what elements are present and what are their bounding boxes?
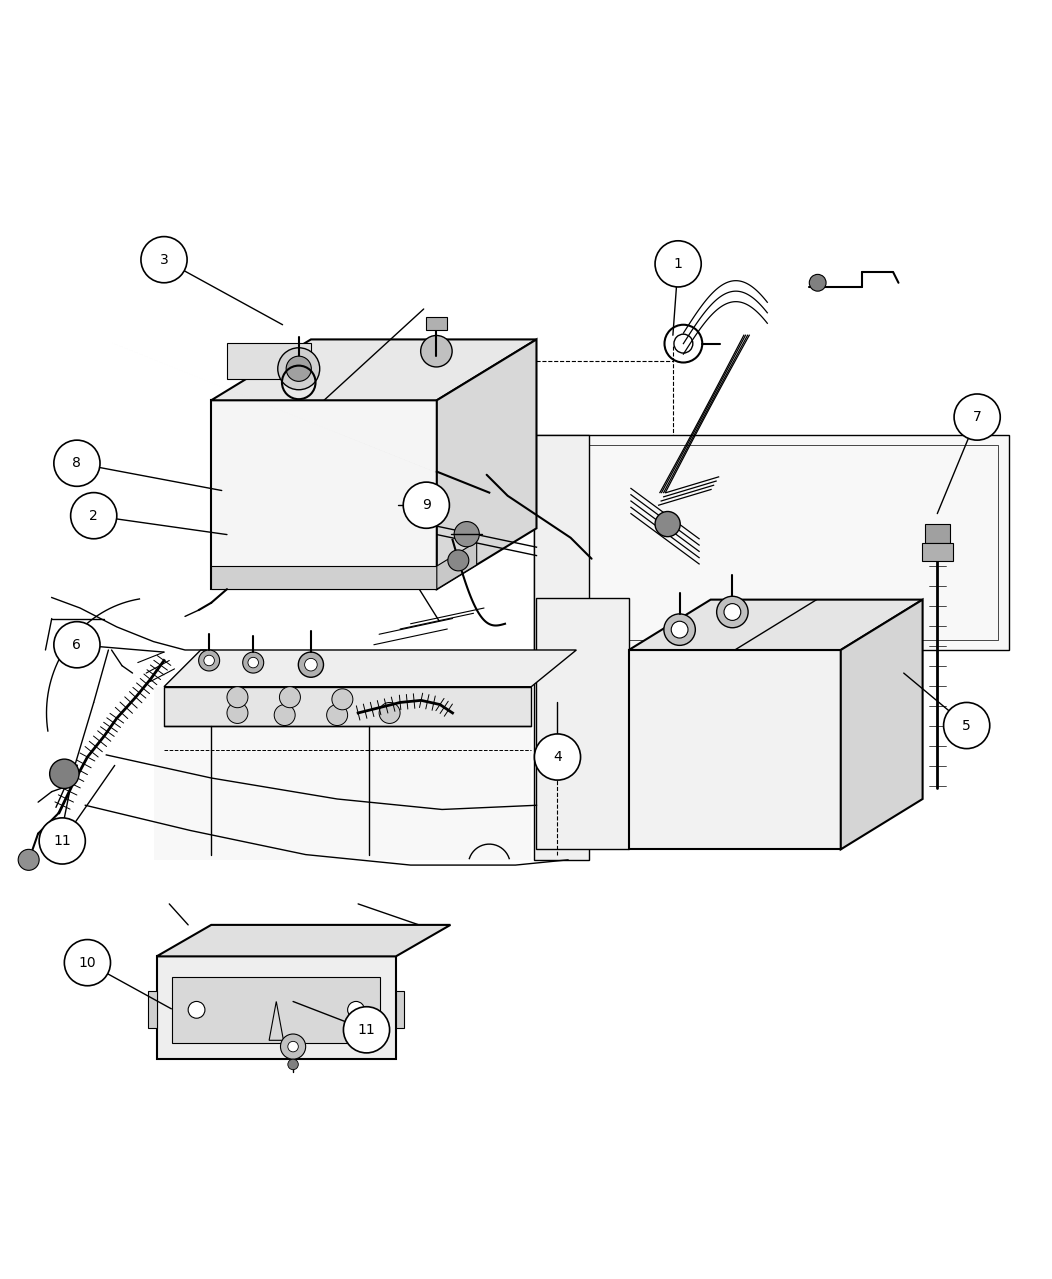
- Circle shape: [288, 1041, 299, 1051]
- Polygon shape: [629, 600, 923, 650]
- Circle shape: [327, 705, 347, 725]
- Text: 5: 5: [963, 719, 971, 733]
- Text: 4: 4: [553, 749, 562, 764]
- Circle shape: [724, 604, 741, 620]
- Text: 9: 9: [422, 499, 430, 512]
- Circle shape: [199, 650, 220, 671]
- Polygon shape: [841, 600, 923, 849]
- Polygon shape: [157, 925, 450, 957]
- Polygon shape: [925, 524, 950, 544]
- Text: 6: 6: [73, 638, 81, 652]
- Circle shape: [448, 550, 469, 570]
- Text: 7: 7: [973, 411, 982, 425]
- Circle shape: [64, 940, 110, 986]
- Circle shape: [39, 817, 85, 865]
- Circle shape: [534, 734, 581, 780]
- Circle shape: [49, 760, 79, 788]
- Polygon shape: [148, 991, 157, 1028]
- Circle shape: [403, 482, 449, 528]
- Circle shape: [944, 702, 990, 748]
- Circle shape: [204, 655, 215, 666]
- Circle shape: [280, 687, 301, 707]
- Circle shape: [278, 348, 320, 390]
- Polygon shape: [164, 687, 531, 725]
- Polygon shape: [396, 991, 404, 1028]
- Polygon shape: [534, 435, 589, 859]
- Circle shape: [954, 394, 1000, 440]
- Circle shape: [421, 335, 452, 367]
- Circle shape: [141, 237, 187, 283]
- Text: 10: 10: [79, 955, 96, 969]
- Text: 11: 11: [54, 834, 72, 848]
- Circle shape: [18, 849, 39, 870]
- Circle shape: [70, 492, 117, 538]
- Polygon shape: [426, 317, 447, 330]
- Text: 3: 3: [160, 253, 168, 267]
- Circle shape: [286, 356, 311, 381]
- Text: 1: 1: [673, 257, 683, 271]
- Circle shape: [188, 1001, 205, 1018]
- Circle shape: [347, 1001, 364, 1018]
- Circle shape: [227, 702, 248, 724]
- Circle shape: [281, 1033, 306, 1059]
- Circle shape: [331, 689, 352, 710]
- Polygon shape: [173, 977, 380, 1044]
- Circle shape: [54, 622, 100, 668]
- Polygon shape: [211, 567, 437, 590]
- Circle shape: [305, 659, 318, 671]
- Polygon shape: [211, 339, 537, 400]
- Polygon shape: [157, 957, 396, 1059]
- Circle shape: [809, 275, 826, 292]
- Text: 8: 8: [73, 457, 81, 471]
- Circle shape: [299, 652, 324, 678]
- Text: 2: 2: [89, 509, 98, 523]
- Polygon shape: [164, 650, 576, 687]
- Circle shape: [288, 1059, 299, 1069]
- Circle shape: [343, 1007, 389, 1053]
- Circle shape: [454, 522, 480, 546]
- Circle shape: [716, 596, 748, 628]
- Polygon shape: [534, 435, 1009, 650]
- Polygon shape: [154, 687, 531, 859]
- Circle shape: [248, 657, 259, 668]
- Circle shape: [243, 652, 264, 673]
- Polygon shape: [537, 597, 629, 849]
- Polygon shape: [437, 339, 537, 590]
- Circle shape: [379, 702, 400, 724]
- Circle shape: [655, 512, 681, 537]
- Circle shape: [671, 622, 688, 638]
- Text: 11: 11: [358, 1023, 376, 1037]
- Circle shape: [275, 705, 296, 725]
- Polygon shape: [922, 544, 953, 560]
- Circle shape: [655, 240, 702, 286]
- Polygon shape: [227, 343, 311, 380]
- Circle shape: [54, 440, 100, 486]
- Circle shape: [664, 614, 695, 646]
- Polygon shape: [629, 650, 841, 849]
- Polygon shape: [211, 400, 437, 590]
- Polygon shape: [437, 542, 477, 590]
- Circle shape: [227, 687, 248, 707]
